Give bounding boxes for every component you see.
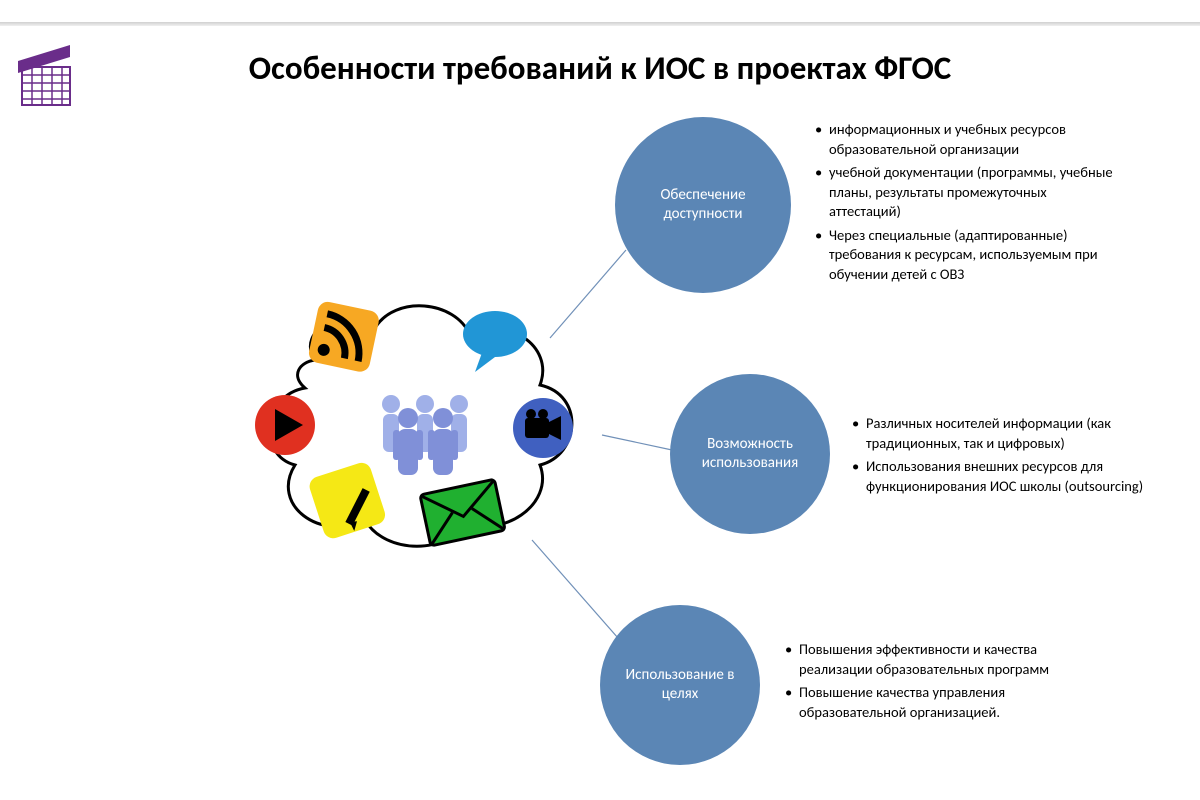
video-camera-icon [513, 398, 573, 458]
bullet-item: Повышения эффективности и качества реали… [785, 640, 1085, 679]
node-usage-possibility: Возможность использования [670, 374, 830, 534]
rss-icon [307, 300, 381, 374]
bullets-usage-possibility: Различных носителей информации (как трад… [852, 414, 1152, 500]
bullet-item: Различных носителей информации (как трад… [852, 414, 1152, 453]
page-title: Особенности требований к ИОС в проектах … [0, 48, 1200, 88]
play-icon [255, 395, 315, 455]
bullets-accessibility: информационных и учебных ресурсов образо… [815, 120, 1115, 289]
connector-2 [602, 435, 672, 450]
node-label: Обеспечение доступности [625, 186, 781, 225]
node-purpose: Использование в целях [600, 605, 760, 765]
bullet-item: Через специальные (адаптированные) требо… [815, 226, 1115, 285]
bullet-item: информационных и учебных ресурсов образо… [815, 120, 1115, 159]
bullet-item: Повышение качества управления образовате… [785, 683, 1085, 722]
cloud-diagram [245, 280, 605, 580]
node-label: Возможность использования [680, 435, 820, 474]
bullets-purpose: Повышения эффективности и качества реали… [785, 640, 1085, 726]
top-border [0, 22, 1200, 26]
node-accessibility: Обеспечение доступности [615, 117, 791, 293]
node-label: Использование в целях [610, 666, 750, 705]
bullet-item: Использования внешних ресурсов для функц… [852, 457, 1152, 496]
bullet-item: учебной документации (программы, учебные… [815, 163, 1115, 222]
